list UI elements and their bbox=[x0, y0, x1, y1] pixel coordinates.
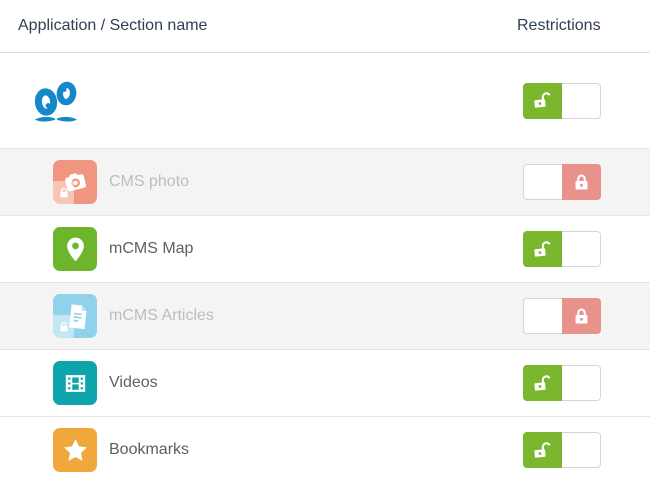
article-icon bbox=[53, 294, 97, 338]
camera-icon bbox=[53, 160, 97, 204]
lock-side[interactable] bbox=[562, 231, 601, 267]
restriction-toggle[interactable] bbox=[523, 231, 601, 267]
column-header-application: Application / Section name bbox=[18, 17, 208, 34]
unlock-side[interactable] bbox=[523, 164, 562, 200]
table-row bbox=[0, 53, 650, 149]
lock-side-active-lock-icon[interactable] bbox=[562, 298, 601, 334]
restriction-toggle[interactable] bbox=[523, 82, 601, 119]
table-row: CMS photo bbox=[0, 149, 650, 216]
unlock-side[interactable] bbox=[523, 298, 562, 334]
restriction-toggle[interactable] bbox=[523, 164, 601, 200]
lock-side[interactable] bbox=[562, 432, 601, 468]
goodbarber-logo-icon bbox=[33, 78, 79, 124]
section-name-label: Videos bbox=[109, 374, 158, 391]
lock-side-active-lock-icon[interactable] bbox=[562, 164, 601, 200]
locked-badge-icon bbox=[53, 315, 74, 338]
locked-badge-icon bbox=[53, 181, 74, 204]
restriction-toggle[interactable] bbox=[523, 298, 601, 334]
restriction-toggle[interactable] bbox=[523, 432, 601, 468]
section-name-label: CMS photo bbox=[109, 173, 190, 190]
table-row: Bookmarks bbox=[0, 417, 650, 483]
section-name-label: mCMS Map bbox=[109, 240, 194, 257]
unlock-side-active-unlock-icon[interactable] bbox=[523, 365, 562, 401]
column-header-restrictions: Restrictions bbox=[517, 17, 601, 34]
map-pin-icon bbox=[53, 227, 97, 271]
table-row: mCMS Map bbox=[0, 216, 650, 283]
table-header: Application / Section name Restrictions bbox=[0, 0, 650, 53]
star-icon bbox=[53, 428, 97, 472]
restriction-toggle[interactable] bbox=[523, 365, 601, 401]
table-body: CMS photo mCMS Map mCMS Articles Videos … bbox=[0, 53, 650, 483]
film-icon bbox=[53, 361, 97, 405]
table-row: mCMS Articles bbox=[0, 283, 650, 350]
lock-side[interactable] bbox=[562, 365, 601, 401]
section-name-label: Bookmarks bbox=[109, 441, 190, 458]
section-name-label: mCMS Articles bbox=[109, 307, 214, 324]
lock-side[interactable] bbox=[562, 82, 601, 119]
unlock-side-active-unlock-icon[interactable] bbox=[523, 82, 562, 119]
table-row: Videos bbox=[0, 350, 650, 417]
unlock-side-active-unlock-icon[interactable] bbox=[523, 231, 562, 267]
unlock-side-active-unlock-icon[interactable] bbox=[523, 432, 562, 468]
